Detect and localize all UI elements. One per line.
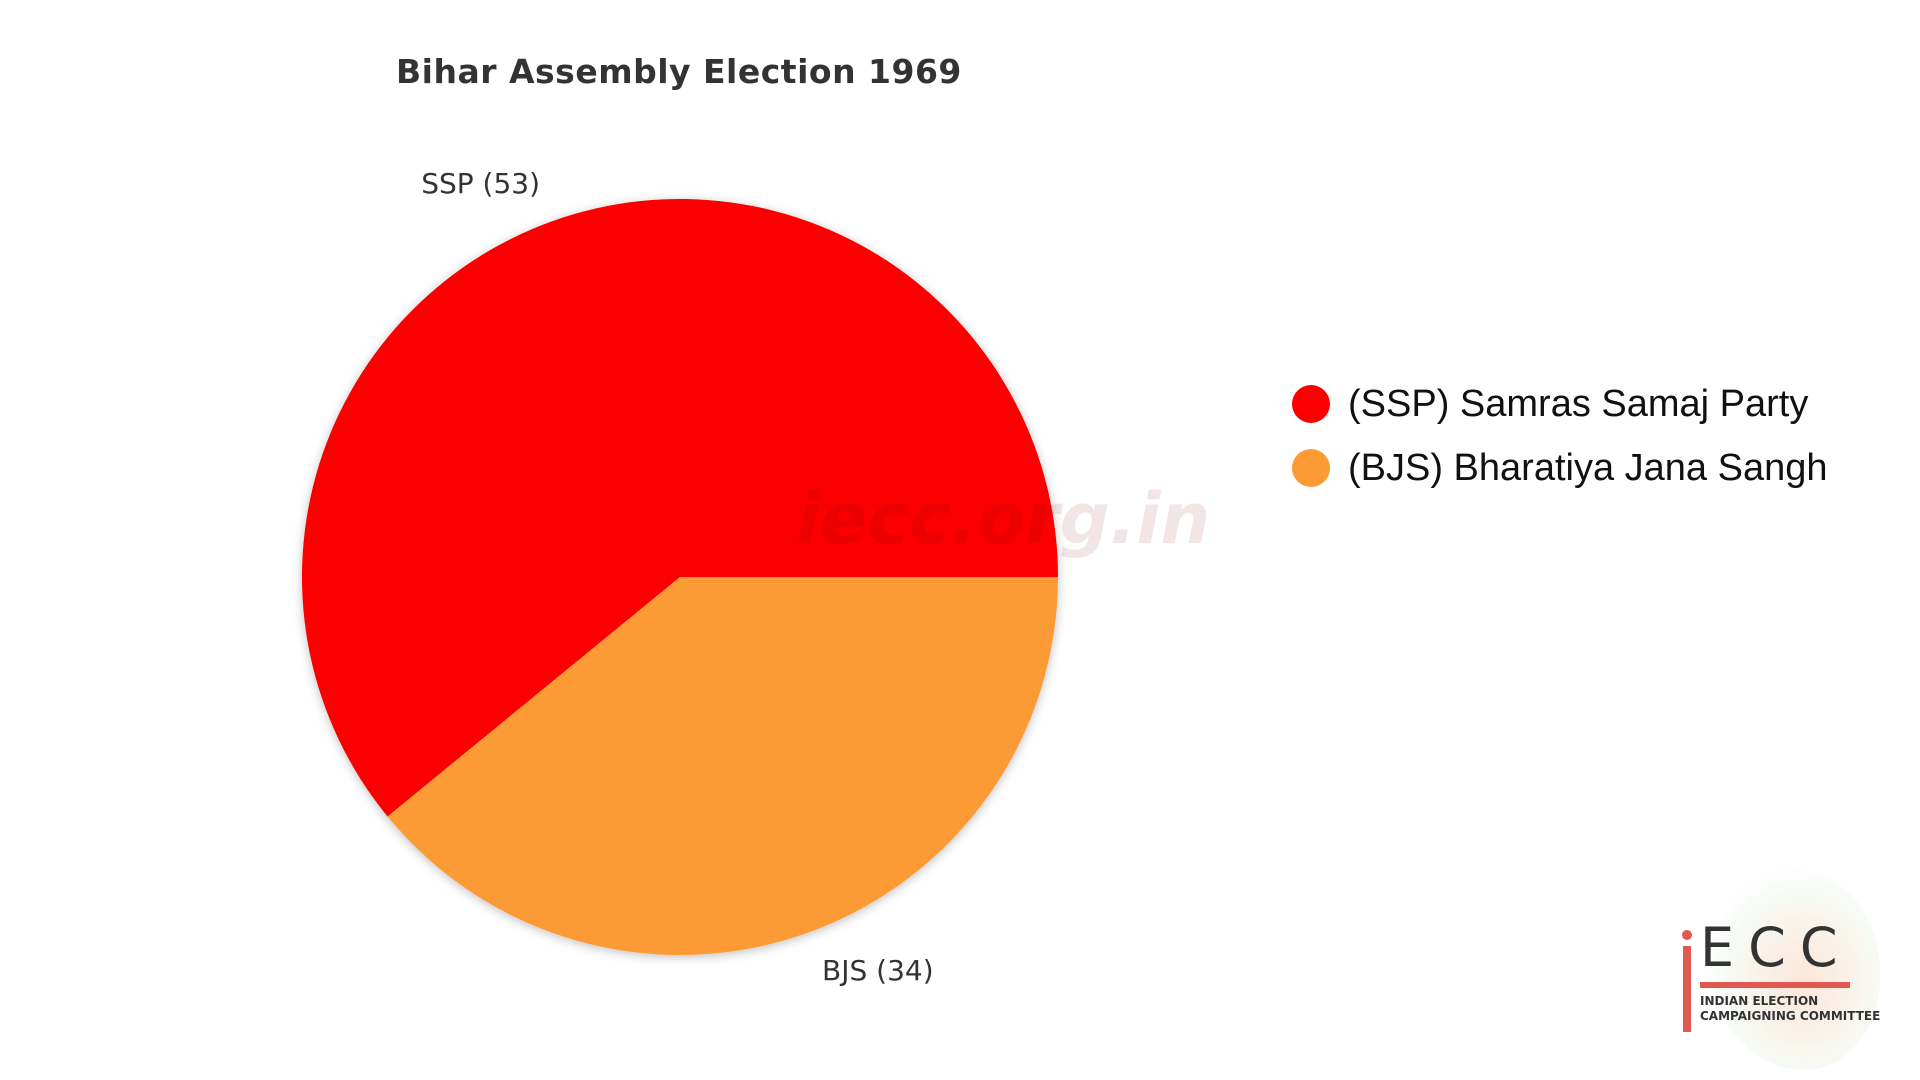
india-map-graphic [1710, 870, 1880, 1070]
legend-label-bjs: (BJS) Bharatiya Jana Sangh [1348, 446, 1828, 489]
legend-item-ssp[interactable]: (SSP) Samras Samaj Party [1292, 372, 1828, 436]
iecc-logo: ECC INDIAN ELECTION CAMPAIGNING COMMITTE… [1670, 870, 1900, 1070]
logo-underline [1700, 982, 1850, 988]
chart-title: Bihar Assembly Election 1969 [396, 52, 962, 91]
watermark: iecc.org.in [796, 478, 1211, 560]
logo-i-bar [1683, 946, 1691, 1032]
slice-label-bjs: BJS (34) [822, 954, 934, 987]
logo-text: ECC [1700, 916, 1852, 979]
logo-subtitle-line1: INDIAN ELECTION [1700, 994, 1819, 1008]
logo-subtitle-line2: CAMPAIGNING COMMITTEE [1700, 1009, 1881, 1023]
legend-label-ssp: (SSP) Samras Samaj Party [1348, 382, 1809, 425]
slice-label-ssp: SSP (53) [421, 167, 540, 200]
logo-i-dot [1682, 930, 1692, 940]
legend: (SSP) Samras Samaj Party (BJS) Bharatiya… [1292, 372, 1828, 500]
logo-subtitle: INDIAN ELECTION CAMPAIGNING COMMITTEE [1700, 994, 1880, 1024]
legend-item-bjs[interactable]: (BJS) Bharatiya Jana Sangh [1292, 436, 1828, 500]
legend-marker-bjs [1292, 449, 1330, 487]
pie-slice-bjs[interactable] [387, 577, 1058, 956]
pie-slice-ssp[interactable] [301, 199, 1058, 817]
legend-marker-ssp [1292, 385, 1330, 423]
